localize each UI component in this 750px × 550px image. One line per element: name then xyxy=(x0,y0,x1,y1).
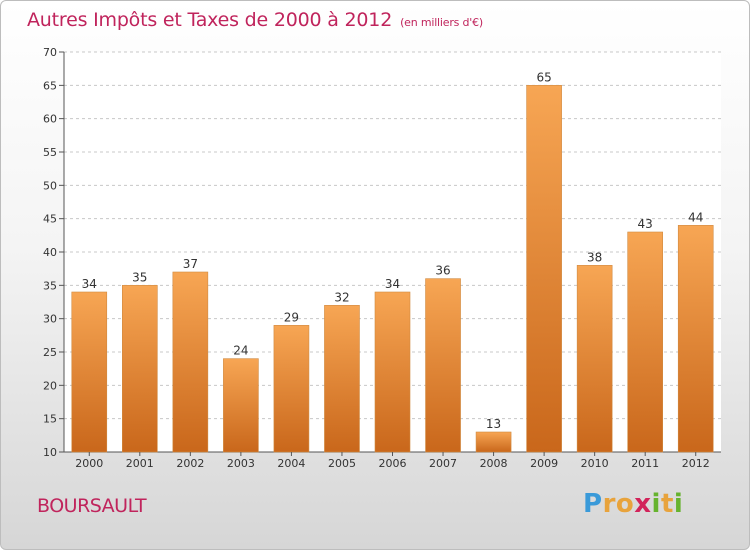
value-label-2004: 29 xyxy=(284,310,299,324)
value-label-2002: 37 xyxy=(183,257,198,271)
x-tick-label-2011: 2011 xyxy=(631,457,659,470)
y-tick-label: 20 xyxy=(43,379,57,392)
logo-letter: P xyxy=(583,489,603,519)
bar-2009 xyxy=(526,85,562,453)
bar-2008 xyxy=(475,431,512,453)
value-label-2003: 24 xyxy=(233,344,248,358)
value-label-2012: 44 xyxy=(688,210,703,224)
y-tick-label: 25 xyxy=(43,346,57,359)
value-label-2007: 36 xyxy=(435,264,450,278)
chart-title-text: Autres Impôts et Taxes de 2000 à 2012 xyxy=(27,9,393,31)
bar-2004 xyxy=(273,325,310,453)
y-tick-label: 50 xyxy=(43,179,57,192)
y-tick-label: 10 xyxy=(43,446,57,459)
y-tick-label: 45 xyxy=(43,213,57,226)
logo-letter: x xyxy=(634,489,652,519)
logo-letter: o xyxy=(615,489,635,519)
proxiti-logo: Proxiti xyxy=(583,489,683,519)
logo-letter: i xyxy=(673,489,684,519)
x-tick-label-2000: 2000 xyxy=(75,457,103,470)
y-tick-label: 40 xyxy=(43,246,57,259)
logo-letter: t xyxy=(660,489,674,519)
bar-2012 xyxy=(677,225,714,453)
value-label-2008: 13 xyxy=(486,417,501,431)
x-tick-label-2008: 2008 xyxy=(480,457,508,470)
value-label-2000: 34 xyxy=(82,277,97,291)
y-tick-label: 70 xyxy=(43,46,57,59)
bar-2010 xyxy=(576,265,613,453)
x-tick-label-2001: 2001 xyxy=(126,457,154,470)
x-tick-label-2005: 2005 xyxy=(328,457,356,470)
x-tick-label-2009: 2009 xyxy=(530,457,558,470)
logo-letter: r xyxy=(602,489,616,519)
bar-2006 xyxy=(374,291,411,453)
y-tick-label: 15 xyxy=(43,413,57,426)
x-tick-label-2002: 2002 xyxy=(176,457,204,470)
x-tick-label-2003: 2003 xyxy=(227,457,255,470)
y-tick-label: 65 xyxy=(43,79,57,92)
bar-2000 xyxy=(71,291,108,453)
x-tick-label-2007: 2007 xyxy=(429,457,457,470)
value-label-2001: 35 xyxy=(132,270,147,284)
x-tick-label-2012: 2012 xyxy=(682,457,710,470)
y-tick-label: 55 xyxy=(43,146,57,159)
x-tick-label-2010: 2010 xyxy=(581,457,609,470)
value-label-2010: 38 xyxy=(587,250,602,264)
bar-2007 xyxy=(425,278,461,453)
bar-2002 xyxy=(172,271,209,453)
value-label-2009: 65 xyxy=(536,70,551,84)
y-tick-label: 30 xyxy=(43,313,57,326)
y-tick-label: 60 xyxy=(43,113,57,126)
value-label-2006: 34 xyxy=(385,277,400,291)
y-tick-label: 35 xyxy=(43,279,57,292)
bar-2003 xyxy=(223,358,259,453)
logo-letter: i xyxy=(651,489,661,519)
bar-2005 xyxy=(324,305,360,453)
bar-2011 xyxy=(627,231,663,453)
commune-name: BOURSAULT xyxy=(37,495,147,517)
bar-2001 xyxy=(122,285,158,453)
x-tick-label-2004: 2004 xyxy=(277,457,305,470)
value-label-2005: 32 xyxy=(334,290,349,304)
chart-title: Autres Impôts et Taxes de 2000 à 2012 (en… xyxy=(27,9,483,31)
chart-unit: (en milliers d'€) xyxy=(400,16,483,29)
x-tick-label-2006: 2006 xyxy=(379,457,407,470)
value-label-2011: 43 xyxy=(638,217,653,231)
